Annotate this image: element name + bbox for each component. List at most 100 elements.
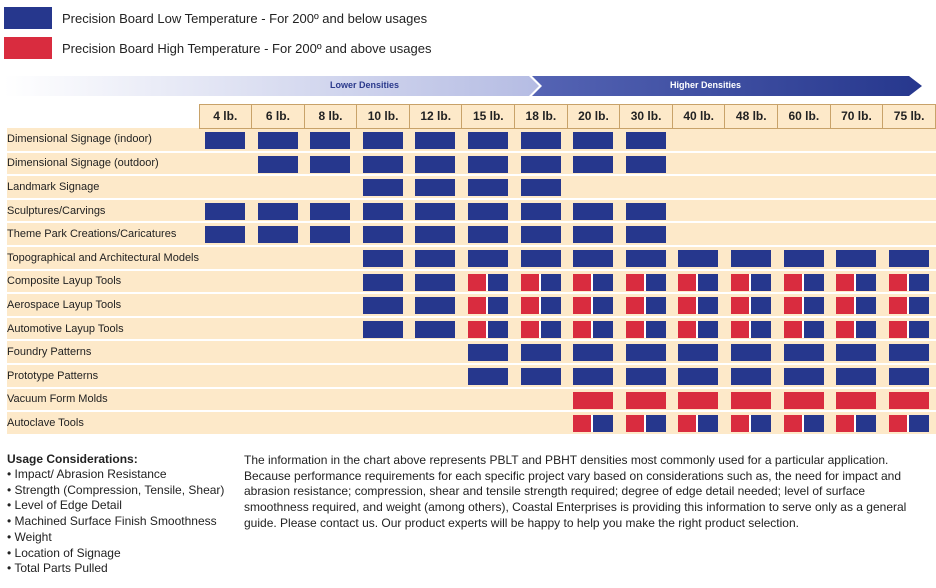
density-cell xyxy=(619,246,673,271)
low-temp-half xyxy=(593,273,614,291)
high-temp-marker xyxy=(625,391,666,409)
low-temp-marker xyxy=(730,368,771,386)
both-temp-marker xyxy=(730,273,771,291)
application-name: Automotive Layup Tools xyxy=(7,316,200,342)
density-cell xyxy=(672,340,725,366)
high-temp-half xyxy=(520,297,539,315)
density-header: 15 lb. xyxy=(461,104,516,129)
density-cell xyxy=(251,387,305,413)
density-cell xyxy=(672,411,725,436)
legend-label-high: Precision Board High Temperature - For 2… xyxy=(62,40,432,56)
density-cell xyxy=(830,293,883,318)
high-temp-half xyxy=(573,415,592,433)
density-cell xyxy=(882,387,936,413)
marker-gap xyxy=(538,273,541,291)
low-temp-marker xyxy=(415,297,456,315)
low-temp-marker xyxy=(205,226,246,244)
density-cell xyxy=(619,364,673,389)
low-temp-half xyxy=(698,273,719,291)
density-band: Lower Densities Higher Densities xyxy=(4,76,924,96)
density-cell xyxy=(409,364,462,389)
low-temp-marker xyxy=(625,250,666,268)
both-temp-marker xyxy=(783,415,824,433)
both-temp-marker xyxy=(678,320,719,338)
both-temp-marker xyxy=(678,297,719,315)
table-row: Aerospace Layup Tools xyxy=(7,293,936,318)
density-cell xyxy=(672,293,725,318)
marker-gap xyxy=(801,297,804,315)
density-cell xyxy=(409,246,462,271)
low-temp-marker xyxy=(625,226,666,244)
usage-item: • Total Parts Pulled xyxy=(7,561,108,576)
both-temp-marker xyxy=(836,320,877,338)
marker-gap xyxy=(591,320,594,338)
high-temp-half xyxy=(836,415,855,433)
density-cell xyxy=(777,246,831,271)
density-cell xyxy=(724,128,778,153)
low-temp-marker xyxy=(362,297,403,315)
density-cell xyxy=(251,175,305,200)
usage-considerations: Usage Considerations: • Impact/ Abrasion… xyxy=(7,452,237,577)
density-cell xyxy=(672,198,725,224)
low-temp-marker xyxy=(362,250,403,268)
density-cell xyxy=(882,175,936,200)
density-cell xyxy=(724,293,778,318)
density-cell xyxy=(199,175,252,200)
both-temp-marker xyxy=(888,297,929,315)
low-temp-marker xyxy=(415,273,456,291)
marker-gap xyxy=(538,297,541,315)
marker-gap xyxy=(696,273,699,291)
density-cell xyxy=(619,293,673,318)
density-cell xyxy=(672,246,725,271)
density-header: 8 lb. xyxy=(303,104,358,129)
density-cell xyxy=(409,175,462,200)
density-cell xyxy=(830,316,883,342)
marker-gap xyxy=(854,415,857,433)
density-cell xyxy=(409,387,462,413)
both-temp-marker xyxy=(520,273,561,291)
low-temp-half xyxy=(750,273,771,291)
density-cell xyxy=(567,151,620,177)
legend-label-low: Precision Board Low Temperature - For 20… xyxy=(62,10,428,26)
marker-gap xyxy=(854,273,857,291)
density-cell xyxy=(830,364,883,389)
density-cell xyxy=(514,128,568,153)
low-temp-marker xyxy=(415,320,456,338)
high-temp-half xyxy=(678,320,697,338)
both-temp-marker xyxy=(678,415,719,433)
density-cell xyxy=(567,198,620,224)
density-cell xyxy=(514,316,568,342)
marker-gap xyxy=(591,415,594,433)
marker-gap xyxy=(854,297,857,315)
low-temp-half xyxy=(540,320,561,338)
legend-row-high: Precision Board High Temperature - For 2… xyxy=(4,37,431,59)
density-cell xyxy=(514,222,568,248)
disclaimer-paragraph: The information in the chart above repre… xyxy=(244,453,907,530)
density-cell xyxy=(514,269,568,295)
low-temp-marker xyxy=(573,344,614,362)
high-temp-marker xyxy=(888,391,929,409)
high-temp-half xyxy=(783,415,802,433)
density-header: 30 lb. xyxy=(619,104,673,129)
marker-gap xyxy=(485,273,488,291)
density-cell xyxy=(461,387,515,413)
high-temp-half xyxy=(888,297,907,315)
high-temp-half xyxy=(625,273,644,291)
density-cell xyxy=(409,293,462,318)
density-cell xyxy=(461,222,515,248)
low-temp-half xyxy=(645,273,666,291)
high-temp-half xyxy=(573,320,592,338)
high-temp-half xyxy=(836,297,855,315)
low-temp-marker xyxy=(573,226,614,244)
high-temp-half xyxy=(836,273,855,291)
high-temp-half xyxy=(888,320,907,338)
low-temp-marker xyxy=(415,226,456,244)
density-cell xyxy=(356,269,410,295)
density-cell xyxy=(567,411,620,436)
density-cell xyxy=(777,364,831,389)
density-arrow-graphic xyxy=(4,76,922,96)
both-temp-marker xyxy=(888,415,929,433)
density-cell xyxy=(672,269,725,295)
both-temp-marker xyxy=(888,320,929,338)
high-temp-half xyxy=(625,320,644,338)
